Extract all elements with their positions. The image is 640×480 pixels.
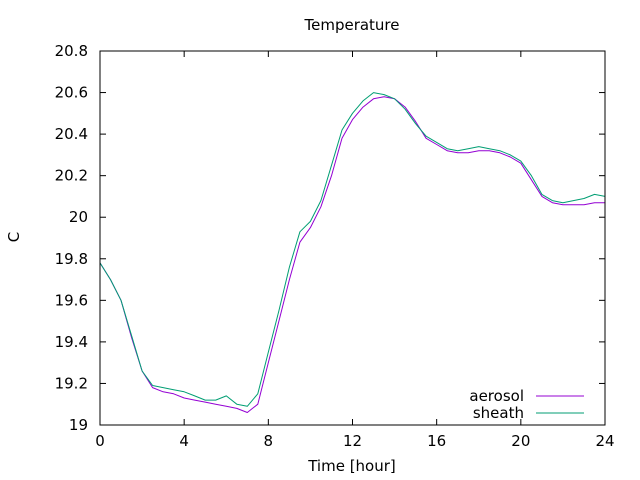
y-tick-label: 20.2 (55, 167, 88, 185)
x-tick-label: 16 (427, 432, 446, 450)
x-tick-label: 12 (343, 432, 362, 450)
y-axis-label: C (5, 232, 23, 242)
y-tick-label: 19.8 (55, 250, 88, 268)
y-tick-label: 20 (69, 208, 88, 226)
legend-label-sheath: sheath (473, 404, 524, 422)
y-tick-label: 20.8 (55, 42, 88, 60)
chart-title: Temperature (303, 16, 399, 34)
x-tick-label: 24 (595, 432, 614, 450)
legend: aerosol sheath (469, 387, 584, 422)
series-line-sheath (99, 92, 606, 407)
y-tick-label: 20.6 (55, 84, 88, 102)
series-line-aerosol (99, 96, 605, 413)
y-tick-label: 19.6 (55, 291, 88, 309)
x-axis-label: Time [hour] (307, 457, 396, 475)
plot-frame (99, 50, 606, 426)
x-tick-label: 20 (511, 432, 530, 450)
y-tick-label: 19.2 (55, 374, 88, 392)
y-tick-label: 19.4 (55, 333, 88, 351)
y-tick-label: 20.4 (55, 125, 88, 143)
x-tick-label: 8 (264, 432, 274, 450)
legend-label-aerosol: aerosol (469, 387, 524, 405)
x-tick-label: 0 (95, 432, 105, 450)
series-lines (99, 92, 606, 413)
y-tick-label: 19 (69, 416, 88, 434)
x-tick-label: 4 (179, 432, 189, 450)
x-axis-ticks: 0 4 8 12 16 20 24 (95, 51, 615, 450)
